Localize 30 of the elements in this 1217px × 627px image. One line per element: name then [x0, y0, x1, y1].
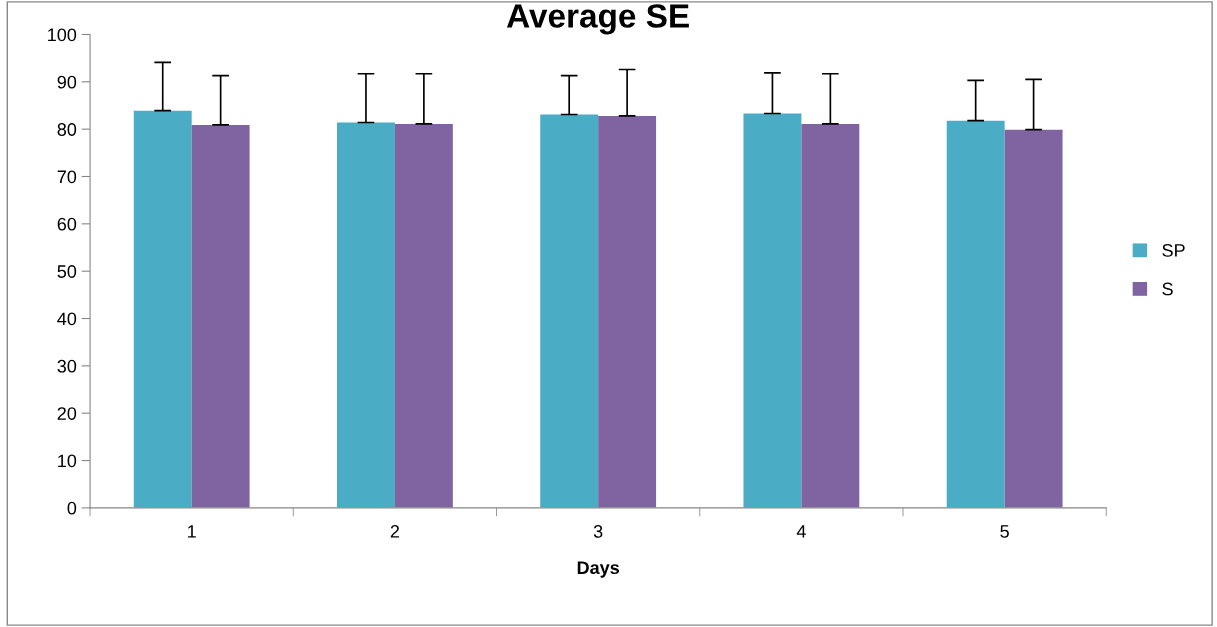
y-tick-label: 50 — [57, 265, 77, 278]
bar — [133, 110, 192, 508]
bar — [598, 115, 657, 508]
bar — [1004, 129, 1063, 508]
y-tick-label: 30 — [57, 359, 77, 373]
y-tick-label: 100 — [48, 28, 77, 42]
bar — [191, 124, 250, 508]
x-tick-label: 5 — [1000, 525, 1009, 538]
y-tick-label: 70 — [57, 170, 77, 184]
bar — [540, 114, 599, 508]
y-tick-label: 80 — [57, 123, 77, 136]
bar — [336, 122, 395, 508]
x-tick-label: 1 — [188, 525, 196, 538]
bar — [801, 123, 860, 508]
legend-label: SP — [1162, 243, 1185, 257]
x-axis-title: Days — [577, 561, 619, 578]
x-tick-label: 2 — [390, 525, 400, 538]
bar — [394, 123, 453, 508]
y-tick-label: 60 — [57, 217, 77, 231]
chart-title: Average SE — [506, 4, 689, 35]
y-tick-label: 0 — [67, 501, 77, 515]
y-tick-label: 10 — [58, 454, 77, 468]
y-tick-label: 40 — [57, 312, 77, 326]
bar — [743, 113, 802, 508]
legend-label: S — [1162, 282, 1173, 296]
bar — [946, 120, 1005, 508]
y-tick-label: 90 — [57, 75, 77, 89]
x-tick-label: 3 — [593, 525, 603, 538]
x-tick-label: 4 — [796, 525, 806, 538]
y-tick-label: 20 — [57, 407, 77, 420]
